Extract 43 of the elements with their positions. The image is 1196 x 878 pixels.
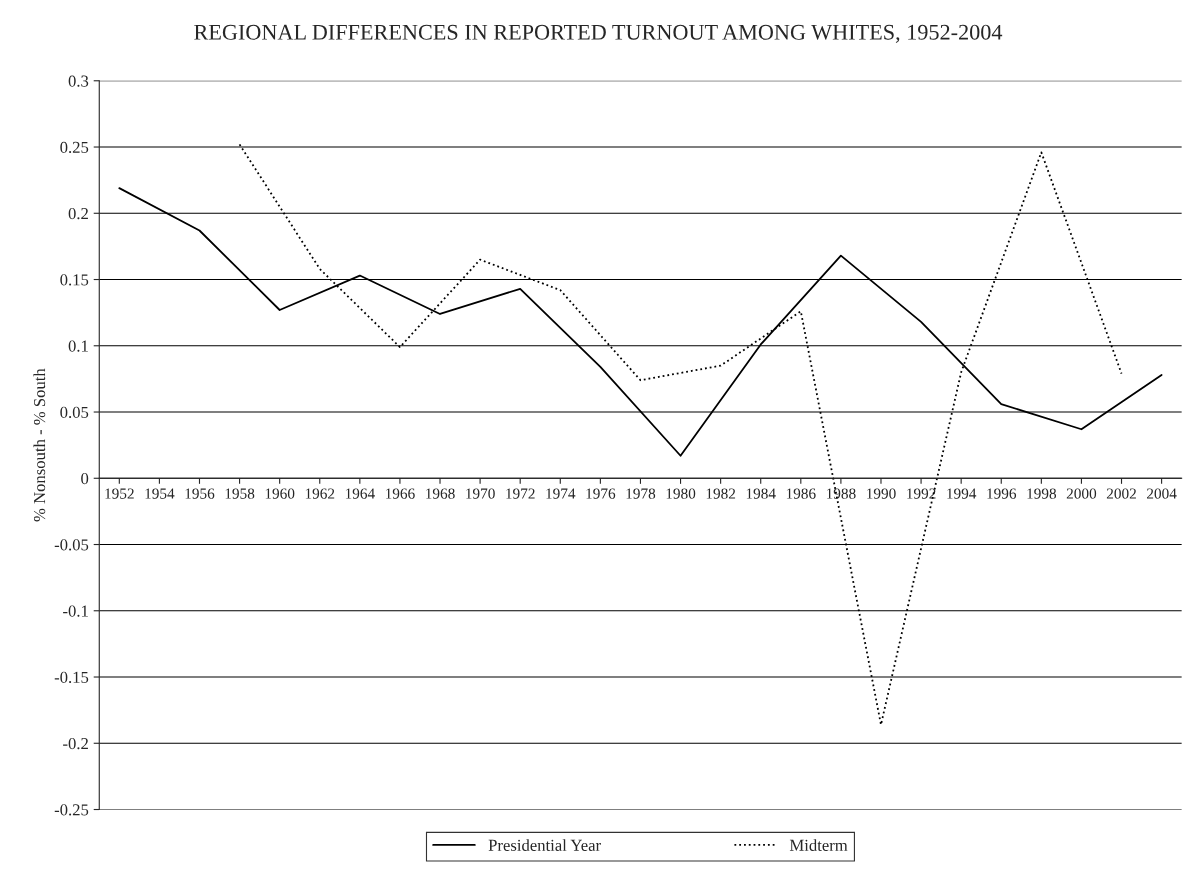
y-axis-title: % Nonsouth - % South [33,368,46,522]
x-tick-label: 1972 [506,488,535,499]
x-tick-label: 2004 [1147,488,1177,499]
x-tick-label: 1956 [185,488,215,499]
x-tick-label: 1962 [305,488,335,499]
y-tick-label: -0.1 [63,605,88,617]
chart-title: REGIONAL DIFFERENCES IN REPORTED TURNOUT AMONG WHITES, 1952-2004 [194,24,1003,43]
x-tick-label: 1984 [746,488,776,499]
y-tick-label: 0.05 [60,406,89,419]
x-tick-label: 1996 [987,488,1017,499]
x-tick-label: 1976 [586,488,616,499]
y-tick-label: -0.2 [63,737,88,750]
x-tick-label: 1990 [867,488,896,499]
legend-label: Presidential Year [488,839,601,851]
y-tick-label: 0.2 [68,207,88,220]
x-tick-label: 1988 [826,488,856,499]
x-tick-label: 1978 [626,488,656,499]
x-tick-label: 1952 [105,488,134,499]
x-tick-label: 1998 [1027,488,1057,499]
x-tick-label: 1980 [666,488,696,499]
x-tick-label: 1968 [426,488,455,499]
y-tick-label: -0.05 [54,539,89,551]
legend-label: Midterm [789,839,848,851]
x-tick-label: 1994 [947,488,977,499]
x-tick-label: 1986 [786,488,816,499]
x-tick-label: 1958 [225,488,255,499]
x-tick-label: 1954 [145,488,175,499]
x-tick-label: 1966 [386,488,415,499]
x-tick-label: 1982 [706,488,736,499]
y-tick-label: 0.25 [60,141,89,154]
y-tick-label: -0.15 [54,671,89,684]
x-tick-label: 1960 [265,488,295,499]
x-tick-label: 1964 [345,488,375,499]
y-tick-label: 0 [81,472,89,485]
x-tick-label: 1970 [466,488,495,499]
x-tick-label: 2002 [1106,488,1136,499]
x-tick-label: 1992 [907,488,936,499]
x-tick-label: 1974 [546,488,576,499]
x-tick-label: 2000 [1066,488,1097,499]
y-tick-label: 0.15 [60,274,89,286]
y-tick-label: 0.3 [68,75,89,87]
y-tick-label: 0.1 [68,340,88,352]
y-tick-label: -0.25 [54,804,89,816]
